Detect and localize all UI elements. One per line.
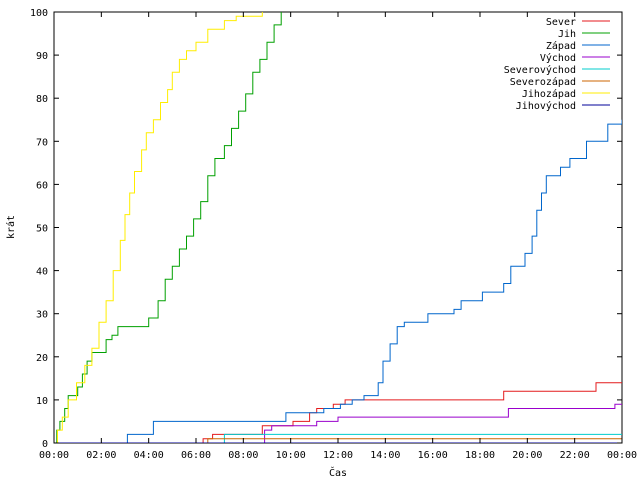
series-line-východ xyxy=(54,403,622,443)
legend-label: Jihovýchod xyxy=(516,100,576,112)
y-axis-label: krát xyxy=(5,215,17,239)
series-line-severozápad xyxy=(54,438,622,443)
y-tick-label: 40 xyxy=(36,267,48,278)
legend-label: Západ xyxy=(546,40,576,52)
legend-label: Východ xyxy=(540,52,576,64)
y-tick-label: 0 xyxy=(42,439,48,450)
x-tick-label: 16:00 xyxy=(418,450,448,461)
series-line-jihozápad xyxy=(54,12,263,443)
x-tick-label: 14:00 xyxy=(370,450,400,461)
x-tick-label: 12:00 xyxy=(323,450,353,461)
series-line-západ xyxy=(54,119,622,443)
series-line-jih xyxy=(54,12,282,443)
x-tick-label: 00:00 xyxy=(39,450,69,461)
y-tick-label: 90 xyxy=(36,51,48,62)
y-tick-label: 50 xyxy=(36,224,48,235)
legend-label: Jihozápad xyxy=(522,88,576,100)
x-tick-label: 10:00 xyxy=(276,450,306,461)
legend-label: Sever xyxy=(546,17,576,28)
x-tick-label: 06:00 xyxy=(181,450,211,461)
y-axis: 0 10 20 30 40 50 60 70 80 90 100 xyxy=(30,8,622,450)
y-tick-label: 20 xyxy=(36,353,48,364)
x-axis: 00:00 02:00 04:00 06:00 08:00 10:00 12:00 14:00… xyxy=(39,12,637,461)
x-tick-label: 08:00 xyxy=(228,450,258,461)
legend-label: Severozápad xyxy=(510,76,576,88)
y-tick-label: 100 xyxy=(30,8,48,19)
y-tick-label: 10 xyxy=(36,396,48,407)
x-tick-label: 04:00 xyxy=(134,450,164,461)
x-tick-label: 20:00 xyxy=(512,450,542,461)
y-tick-label: 60 xyxy=(36,180,48,191)
x-axis-label: Čas xyxy=(329,466,347,479)
legend: SeverJihZápadVýchodSeverovýchodSeverozáp… xyxy=(504,17,610,112)
series-lines xyxy=(54,12,622,443)
x-tick-label: 22:00 xyxy=(560,450,590,461)
legend-label: Jih xyxy=(558,29,576,40)
x-tick-label: 18:00 xyxy=(465,450,495,461)
x-tick-label: 00:00 xyxy=(607,450,637,461)
y-tick-label: 30 xyxy=(36,310,48,321)
y-tick-label: 70 xyxy=(36,137,48,148)
legend-label: Severovýchod xyxy=(504,64,576,76)
y-tick-label: 80 xyxy=(36,94,48,105)
x-tick-label: 02:00 xyxy=(86,450,116,461)
